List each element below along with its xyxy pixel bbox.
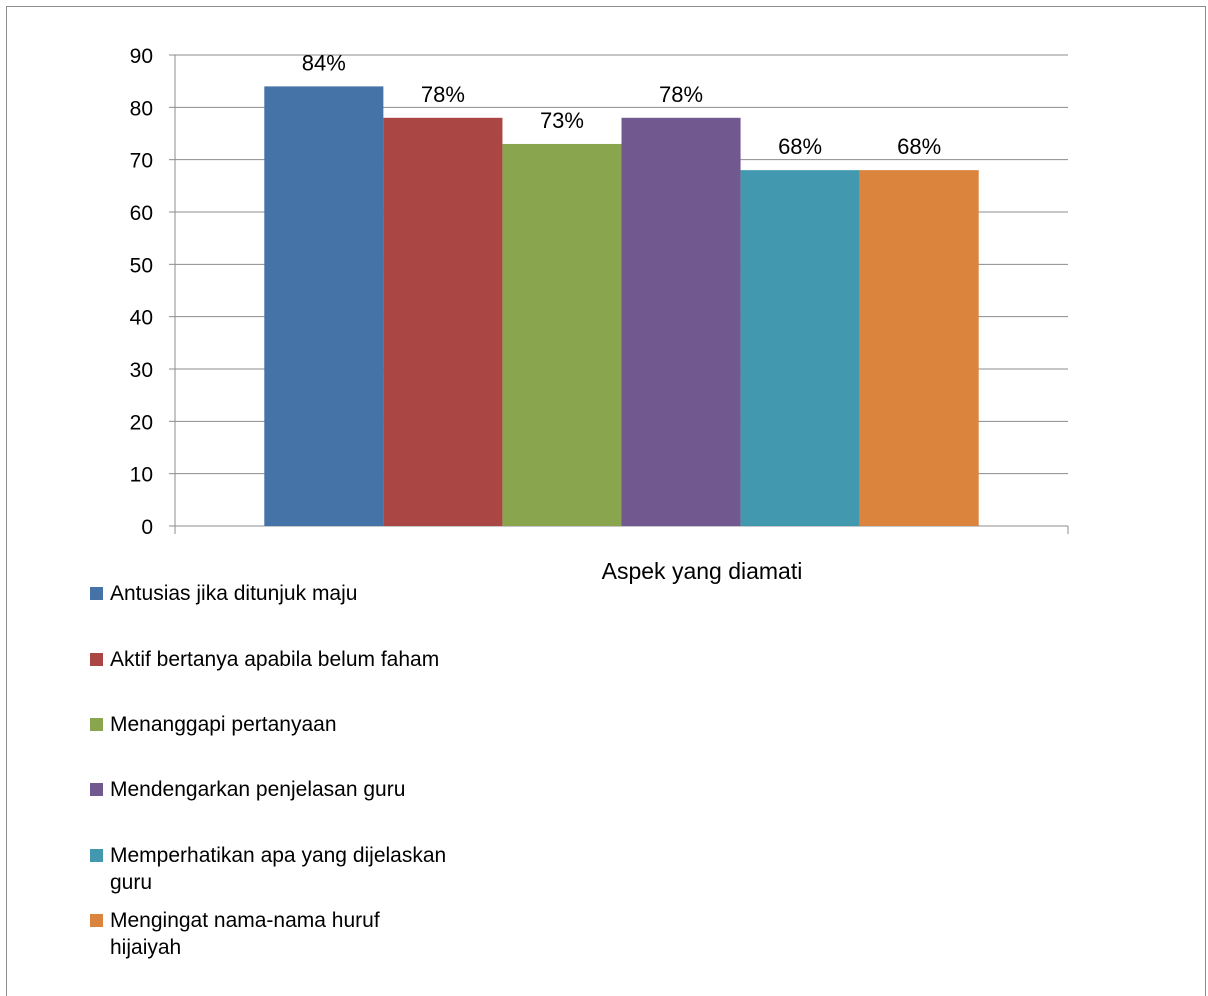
y-tick-label: 90 [130, 45, 153, 68]
legend-label: Aktif bertanya apabila belum faham [110, 648, 440, 671]
legend-label: Antusias jika ditunjuk maju [110, 582, 358, 605]
legend-swatch [90, 783, 103, 796]
legend-item: Menanggapi pertanyaan [90, 711, 470, 738]
x-axis-label: Aspek yang diamati [602, 558, 803, 584]
legend-swatch [90, 587, 103, 600]
y-tick-label: 50 [130, 254, 153, 277]
bar [502, 143, 622, 526]
legend-label: Mendengarkan penjelasan guru [110, 778, 406, 801]
y-tick-label: 60 [130, 202, 153, 225]
bar [859, 170, 979, 526]
data-label: 73% [540, 108, 584, 133]
y-tick-label: 80 [130, 97, 153, 120]
chart-frame [6, 6, 1206, 996]
data-label: 68% [778, 134, 822, 159]
y-tick-label: 40 [130, 307, 153, 330]
legend-label: Menanggapi pertanyaan [110, 713, 337, 736]
bar [621, 117, 741, 527]
bars [264, 86, 979, 527]
legend-swatch [90, 653, 103, 666]
data-label: 68% [897, 134, 941, 159]
y-tick-label: 70 [130, 150, 153, 173]
bar [740, 170, 860, 526]
legend-label: Mengingat nama-nama huruf hijaiyah [110, 909, 380, 959]
y-tick-label: 10 [130, 464, 153, 487]
legend-item: Antusias jika ditunjuk maju [90, 580, 470, 607]
y-tick-label: 30 [130, 359, 153, 382]
legend-swatch [90, 914, 103, 927]
y-tick-label: 0 [141, 516, 153, 539]
data-label: 78% [421, 82, 465, 107]
bar [383, 117, 503, 527]
data-label: 78% [659, 82, 703, 107]
legend-swatch [90, 849, 103, 862]
legend-swatch [90, 718, 103, 731]
bar [264, 86, 384, 527]
legend-label: Memperhatikan apa yang dijelaskan guru [110, 844, 447, 894]
legend-item: Mendengarkan penjelasan guru [90, 776, 470, 803]
data-label: 84% [302, 50, 346, 75]
y-tick-labels: 0 10 20 30 40 50 60 70 80 90 [130, 45, 175, 539]
y-tick-label: 20 [130, 411, 153, 434]
legend-item: Aktif bertanya apabila belum faham [90, 646, 470, 673]
data-labels: 84% 78% 73% 78% 68% 68% [302, 50, 941, 159]
legend-item: Mengingat nama-nama huruf hijaiyah [90, 907, 470, 961]
legend-item: Memperhatikan apa yang dijelaskan guru [90, 842, 470, 896]
